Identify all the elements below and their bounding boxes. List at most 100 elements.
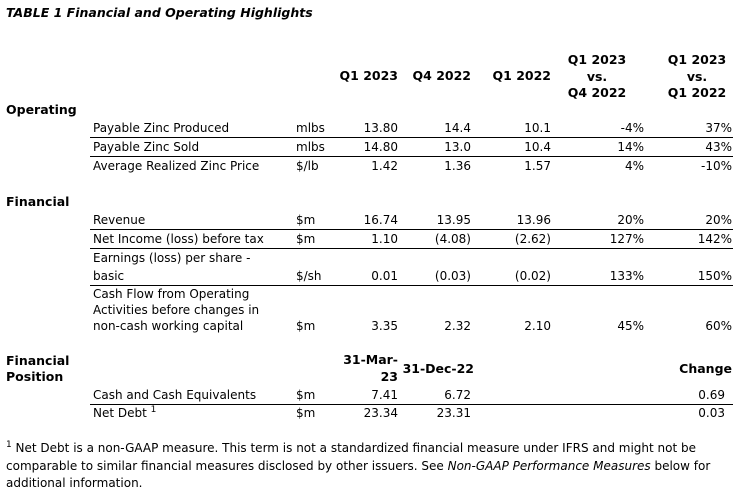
table-row: Cash and Cash Equivalents $m 7.41 6.72 0… (90, 387, 733, 405)
header-vs-q1: Q1 2023 vs. Q1 2022 (662, 52, 732, 102)
section-financial-position: Financial Position (6, 353, 69, 385)
table-title: TABLE 1 Financial and Operating Highligh… (6, 5, 313, 20)
cell: 16.74 (363, 213, 398, 227)
cell: 6.72 (444, 388, 471, 402)
cell: 20% (705, 213, 732, 227)
cell: 0.01 (371, 269, 398, 283)
cell: 142% (697, 232, 732, 246)
table-row: Cash Flow from Operating Activities befo… (90, 286, 733, 336)
header-31-dec-22: 31-Dec-22 (402, 361, 474, 376)
cell: 10.1 (524, 121, 551, 135)
footnote-text: Net Debt is a non-GAAP measure. This ter… (6, 441, 697, 473)
cell: 13.96 (516, 213, 551, 227)
cell: 3.35 (371, 319, 398, 333)
header-line: 31-Mar- (343, 352, 398, 367)
cell: (4.08) (434, 232, 471, 246)
cell: 2.10 (524, 319, 551, 333)
cell: 23.34 (363, 406, 398, 420)
footnote-text: below for additional information. (6, 458, 711, 491)
row-label: Payable Zinc Sold (93, 140, 200, 154)
table-row: Average Realized Zinc Price $/lb 1.42 1.… (90, 158, 733, 175)
row-unit: mlbs (296, 140, 325, 154)
cell: -4% (620, 121, 644, 135)
row-unit: $m (296, 406, 316, 420)
table-row: Revenue $m 16.74 13.95 13.96 20% 20% (90, 212, 733, 230)
row-label: Cash Flow from Operating (93, 287, 250, 301)
footnote-ref: 1 (150, 405, 157, 415)
footnote-link-text: Non-GAAP Performance Measures (447, 458, 651, 473)
cell: 14% (617, 140, 644, 154)
header-line: Q1 2023 (667, 52, 727, 67)
table-row: Net Income (loss) before tax $m 1.10 (4.… (90, 231, 733, 249)
row-label: Earnings (loss) per share - (93, 251, 251, 265)
header-vs-q4: Q1 2023 vs. Q4 2022 (562, 52, 632, 102)
cell: 23.31 (436, 406, 471, 420)
table-row: Payable Zinc Produced mlbs 13.80 14.4 10… (90, 120, 733, 138)
table-row: Payable Zinc Sold mlbs 14.80 13.0 10.4 1… (90, 139, 733, 157)
cell: 7.41 (371, 388, 398, 402)
row-label: Payable Zinc Produced (93, 121, 230, 135)
row-unit: mlbs (296, 121, 325, 135)
header-q1-2022: Q1 2022 (492, 68, 551, 83)
table-row: Earnings (loss) per share - basic $/sh 0… (90, 250, 733, 286)
cell: 127% (609, 232, 644, 246)
header-line: 23 (380, 368, 398, 384)
header-line: vs. (686, 68, 708, 84)
row-label: basic (93, 269, 125, 283)
row-label: Revenue (93, 213, 146, 227)
header-31-mar-23: 31-Mar- 23 (343, 352, 398, 385)
header-line: Q4 2022 (567, 85, 627, 100)
cell: -10% (700, 159, 732, 173)
section-line: Financial (6, 353, 70, 368)
header-q4-2022: Q4 2022 (412, 68, 471, 83)
cell: 1.42 (371, 159, 398, 173)
header-line: Q1 2022 (667, 85, 727, 100)
footnote-marker: 1 (6, 440, 12, 450)
cell: 13.0 (444, 140, 471, 154)
row-unit: $m (296, 388, 316, 402)
cell: 45% (617, 319, 644, 333)
section-operating: Operating (6, 102, 77, 117)
cell: 4% (624, 159, 644, 173)
section-financial: Financial (6, 194, 70, 209)
cell: 2.32 (444, 319, 471, 333)
cell: 13.80 (363, 121, 398, 135)
header-line: Q1 2023 (567, 52, 627, 67)
cell: (2.62) (514, 232, 551, 246)
row-label: Net Income (loss) before tax (93, 232, 264, 246)
row-unit: $m (296, 213, 316, 227)
cell: 13.95 (436, 213, 471, 227)
cell: 133% (609, 269, 644, 283)
header-q1-2023: Q1 2023 (339, 68, 398, 83)
row-label: Net Debt 1 (93, 405, 156, 421)
cell: 20% (617, 213, 644, 227)
cell: 60% (705, 319, 732, 333)
row-unit: $m (296, 232, 316, 246)
cell: 10.4 (524, 140, 551, 154)
cell: 150% (697, 269, 732, 283)
header-change: Change (679, 361, 732, 376)
row-label: Cash and Cash Equivalents (93, 388, 257, 402)
row-unit: $/sh (296, 269, 322, 283)
row-unit: $/lb (296, 159, 319, 173)
label-text: Net Debt (93, 406, 147, 420)
cell: (0.03) (434, 269, 471, 283)
cell: 1.10 (371, 232, 398, 246)
cell: 43% (705, 140, 732, 154)
cell: 1.57 (524, 159, 551, 173)
row-label: Average Realized Zinc Price (93, 159, 260, 173)
footnote: 1 Net Debt is a non-GAAP measure. This t… (6, 440, 731, 493)
cell: 37% (705, 121, 732, 135)
cell: 0.69 (698, 388, 725, 402)
header-line: vs. (586, 68, 608, 84)
section-line: Position (6, 369, 64, 384)
row-unit: $m (296, 319, 316, 333)
cell: 14.4 (444, 121, 471, 135)
cell: 1.36 (444, 159, 471, 173)
cell: (0.02) (514, 269, 551, 283)
row-label: non-cash working capital (93, 319, 244, 333)
table-row: Net Debt 1 $m 23.34 23.31 0.03 (90, 405, 733, 422)
row-label: Activities before changes in (93, 303, 260, 317)
cell: 0.03 (698, 406, 725, 420)
cell: 14.80 (363, 140, 398, 154)
